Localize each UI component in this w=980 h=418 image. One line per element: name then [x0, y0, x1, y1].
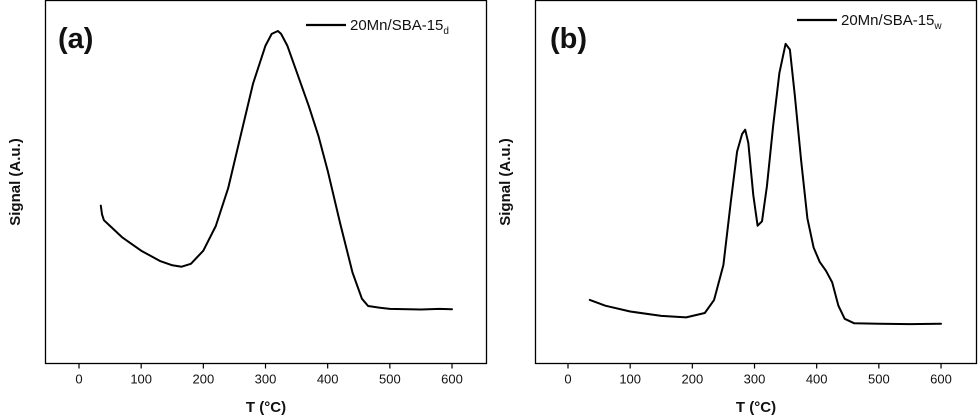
chart-panel-b: (b) 0 100 200 300 400 500 600 T (°C) Signal (A…: [497, 0, 978, 416]
x-tick-label-b-200: 200: [681, 372, 703, 387]
x-tick-label-a-100: 100: [130, 372, 152, 387]
series-line-b: [588, 42, 942, 326]
x-tick-label-a-400: 400: [317, 372, 339, 387]
x-tick-label-a-0: 0: [75, 372, 82, 387]
legend-subscript-b: w: [933, 21, 942, 32]
legend-b: 20Mn/SBA-15w: [797, 12, 942, 32]
y-axis-title-b: Signal (A.u.): [497, 138, 514, 226]
x-tick-label-b-500: 500: [868, 372, 890, 387]
x-ticks-b: 0 100 200 300 400 500 600: [564, 363, 952, 387]
x-tick-label-b-300: 300: [744, 372, 766, 387]
legend-label-b: 20Mn/SBA-15w: [841, 12, 942, 32]
legend-subscript-a: d: [443, 26, 449, 37]
panel-label-a: (a): [58, 23, 93, 55]
x-axis-title-b: T (°C): [736, 399, 776, 416]
panel-label-b: (b): [550, 23, 587, 55]
plot-frame-b: [534, 0, 978, 365]
chart-panel-a: (a) 0 100 200 300 400 500 600 T (°C) Signal (A…: [7, 0, 488, 416]
legend-a: 20Mn/SBA-15d: [306, 17, 449, 37]
x-tick-label-b-0: 0: [564, 372, 571, 387]
x-ticks-a: 0 100 200 300 400 500 600: [75, 363, 463, 387]
legend-name-a: 20Mn/SBA-15: [350, 17, 443, 34]
x-tick-label-b-600: 600: [930, 372, 952, 387]
x-tick-label-a-500: 500: [379, 372, 401, 387]
legend-label-a: 20Mn/SBA-15d: [350, 17, 449, 37]
y-axis-title-a: Signal (A.u.): [7, 138, 24, 226]
legend-name-b: 20Mn/SBA-15: [841, 12, 934, 29]
x-tick-label-b-100: 100: [619, 372, 641, 387]
x-tick-label-a-600: 600: [441, 372, 463, 387]
x-tick-label-b-400: 400: [806, 372, 828, 387]
x-axis-title-a: T (°C): [246, 399, 286, 416]
x-tick-label-a-300: 300: [255, 372, 277, 387]
series-line-a: [99, 30, 453, 311]
x-tick-label-a-200: 200: [192, 372, 214, 387]
